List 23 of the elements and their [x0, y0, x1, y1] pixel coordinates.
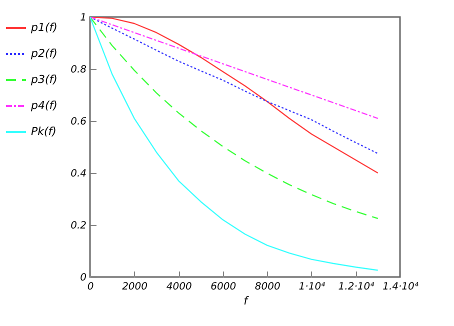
- legend-label: p2(f): [30, 47, 58, 60]
- legend-label: p1(f): [30, 21, 58, 34]
- y-tick-label: 0.2: [70, 220, 86, 232]
- line-series: [90, 17, 378, 271]
- legend-label: p3(f): [30, 73, 58, 86]
- y-tick-label: 0: [80, 272, 86, 284]
- x-tick-label: 1.2·10⁴: [338, 282, 374, 292]
- line-series: [90, 17, 378, 220]
- legend-label: p4(f): [30, 99, 58, 112]
- x-tick-label: 4000: [166, 282, 192, 292]
- x-tick-label: 1.4·10⁴: [382, 282, 418, 292]
- y-tick-label: 1: [80, 12, 86, 24]
- legend-label: Pk(f): [31, 125, 56, 138]
- x-tick-label: 1·10⁴: [298, 282, 326, 292]
- y-tick-label: 0.8: [70, 64, 86, 76]
- x-axis-title: f: [244, 294, 250, 308]
- x-tick-label: 2000: [122, 282, 148, 292]
- y-tick-label: 0.6: [70, 116, 86, 128]
- x-tick-label: 0: [87, 282, 94, 292]
- y-tick-label: 0.4: [70, 168, 86, 180]
- x-tick-label: 8000: [254, 282, 280, 292]
- line-series: [90, 17, 378, 119]
- x-tick-label: 6000: [210, 282, 236, 292]
